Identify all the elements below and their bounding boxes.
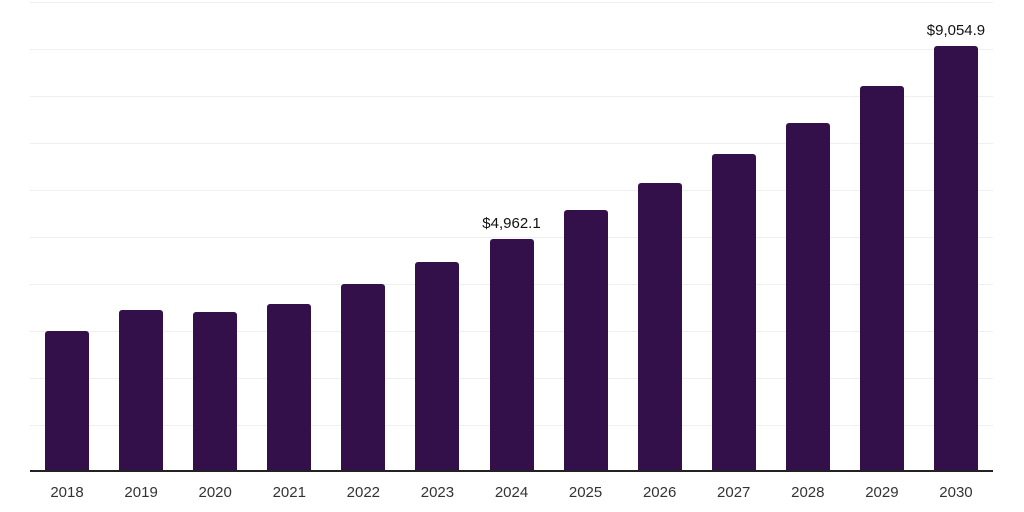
bar-2020 [193,312,238,472]
gridline-6000 [30,190,993,191]
gridline-7000 [30,143,993,144]
x-tick-label-2025: 2025 [568,484,603,501]
gridline-5000 [30,237,993,238]
x-axis-line [30,470,993,472]
bar-2028 [785,122,830,472]
data-label-2024: $4,962.1 [482,214,541,232]
x-tick-label-2023: 2023 [420,484,455,501]
gridline-8000 [30,96,993,97]
x-tick-label-2028: 2028 [791,484,825,501]
bar-2025 [563,209,608,472]
bar-2026 [637,183,682,472]
gridline-10000 [30,2,993,3]
bar-2024 [489,238,534,472]
gridline-9000 [30,49,993,50]
bar-2022 [341,284,386,472]
bar-2029 [859,86,904,472]
x-tick-label-2030: 2030 [939,484,973,501]
x-tick-label-2018: 2018 [50,484,84,501]
x-tick-label-2020: 2020 [198,484,232,501]
x-tick-label-2021: 2021 [272,484,306,501]
x-tick-label-2022: 2022 [346,484,381,501]
bar-2021 [267,303,312,472]
plot-area: $4,962.1 $9,054.9 [30,2,993,472]
data-label-2030: $9,054.9 [926,22,986,40]
x-tick-label-2026: 2026 [642,484,677,501]
x-tick-label-2019: 2019 [124,484,158,501]
bar-2023 [415,262,460,472]
bar-2018 [45,331,90,472]
bar-2027 [711,153,756,472]
x-tick-label-2029: 2029 [865,484,899,501]
bar-2030 [933,46,978,472]
x-tick-label-2027: 2027 [717,484,751,501]
x-tick-label-2024: 2024 [494,484,529,501]
bar-2019 [119,309,164,472]
x-axis-labels: 2018 2019 2020 2021 2022 2023 2024 2025 2026 2027… [30,483,993,503]
